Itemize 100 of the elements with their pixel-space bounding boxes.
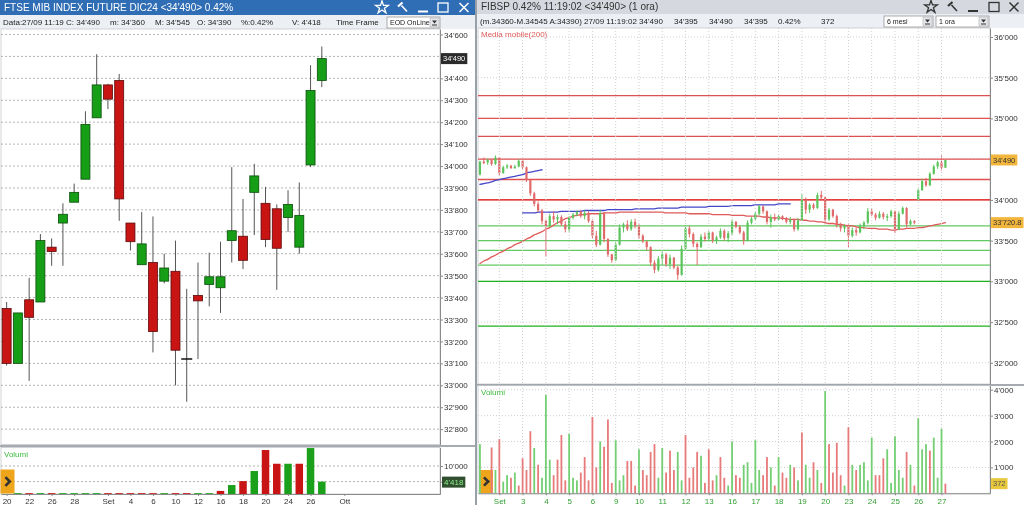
text: Volumi: [481, 387, 506, 397]
x-tick-label: 12: [194, 497, 204, 505]
y-tick-label: 32'800: [444, 425, 469, 435]
candlestick: [69, 183, 80, 203]
chart-title: FTSE MIB INDEX FUTURE DIC24 <34'490> 0.42%: [4, 2, 234, 13]
text: Time Frame: [336, 18, 380, 27]
x-tick-label: 18: [239, 497, 249, 505]
candlestick: [193, 262, 203, 360]
y-tick-label: 1'000: [994, 463, 1014, 473]
candlestick: [591, 218, 594, 240]
candlestick: [316, 46, 327, 88]
x-tick-label: 11: [658, 497, 668, 505]
x-tick-label: 13: [704, 497, 715, 505]
y-tick-label: 4'000: [994, 385, 1014, 395]
x-tick-label: 10: [635, 497, 645, 505]
y-tick-label: 33'900: [444, 184, 469, 194]
x-tick-label: 9: [613, 497, 619, 505]
y-tick-label: 33'300: [444, 315, 469, 325]
y-tick-label: 34'600: [444, 30, 469, 40]
y-tick-label: 34'100: [444, 140, 469, 150]
candlestick: [575, 209, 579, 217]
candlestick: [24, 277, 35, 382]
x-tick-label: 25: [891, 497, 901, 505]
x-tick-label: 4: [544, 497, 550, 505]
x-tick-label: 23: [844, 497, 854, 505]
line-series: [479, 169, 543, 186]
y-tick-label: 34'200: [444, 118, 469, 128]
y-tick-label: 34'400: [444, 74, 469, 84]
y-tick-label: 32'500: [994, 318, 1019, 328]
bar: [273, 463, 281, 494]
x-tick-label: 17: [751, 497, 761, 505]
x-tick-label: 3: [520, 497, 526, 505]
y-tick-label: 34'000: [444, 162, 469, 172]
y-tick-label: 35'000: [994, 114, 1019, 124]
y-tick-label: 3'000: [994, 411, 1014, 421]
y-tick-label: 2'000: [994, 437, 1014, 447]
y-tick-label: 33'800: [444, 205, 469, 215]
y-tick-label: 33'000: [994, 277, 1019, 287]
x-tick-label: 20: [261, 497, 272, 505]
bar: [284, 463, 292, 494]
x-tick-label: 10: [171, 497, 181, 505]
candlestick: [249, 163, 260, 236]
y-tick-label: 35'500: [994, 73, 1019, 83]
candlestick: [58, 202, 68, 267]
y-tick-label: 10'000: [444, 462, 469, 472]
x-tick-label: 28: [70, 497, 80, 505]
y-tick-label: 33'600: [444, 249, 469, 259]
y-tick-label: 33'200: [444, 337, 469, 347]
y-tick-label: 32'900: [444, 403, 469, 413]
text: Volumi: [4, 449, 29, 459]
bar: [250, 471, 259, 494]
bar: [318, 481, 326, 494]
x-tick-label: 26: [306, 497, 317, 505]
candlestick: [159, 253, 170, 284]
x-tick-label: 16: [216, 497, 226, 505]
x-tick-label: 5: [567, 497, 573, 505]
x-tick-label: 6: [151, 497, 157, 505]
x-tick-label: 20: [2, 497, 13, 505]
x-tick-label: 26: [47, 497, 58, 505]
bar: [239, 481, 247, 494]
candlestick: [226, 166, 237, 264]
y-tick-label: 33'000: [444, 381, 469, 391]
x-tick-label: Set: [102, 497, 116, 505]
x-tick-label: 4: [128, 497, 134, 505]
chart-title: FIBSP 0.42% 11:19:02 <34'490> (1 ora): [481, 1, 659, 12]
x-tick-label: Ott: [339, 497, 351, 505]
y-tick-label: 33'500: [994, 236, 1019, 246]
x-tick-label: 27: [937, 497, 948, 505]
x-tick-label: 24: [284, 497, 294, 505]
y-tick-label: 4'418: [444, 477, 464, 487]
y-tick-label: 33'100: [444, 359, 469, 369]
bar: [261, 450, 270, 494]
y-tick-label: 33'700: [444, 227, 469, 237]
x-tick-label: 18: [774, 497, 785, 505]
y-tick-label: 36'000: [994, 33, 1019, 43]
y-tick-label: 32'000: [994, 358, 1019, 368]
text: Data:27/09 11:19 C: 34'490 m: 34'360 M: 34'545 O: 34'390 %:0.42% V: 4'418: [3, 18, 321, 27]
y-tick-label: 34'300: [444, 96, 469, 106]
x-tick-label: 22: [25, 497, 35, 505]
candlestick: [649, 245, 652, 267]
candlestick: [46, 237, 57, 267]
text: (m.34360-M.34545 A:34390) 27/09 11:19:02 34'490 34'395 34'490 34'395 0.42% 372: [480, 17, 835, 26]
y-tick-label: 34'000: [994, 195, 1019, 205]
line-series: [521, 203, 791, 214]
x-tick-label: 16: [728, 497, 738, 505]
x-tick-label: 24: [867, 497, 878, 505]
x-tick-label: Set: [493, 497, 507, 505]
x-tick-label: 26: [914, 497, 924, 505]
x-tick-label: 20: [821, 497, 831, 505]
bar: [216, 490, 225, 494]
bar: [228, 485, 236, 494]
y-tick-label: 33'400: [444, 293, 469, 303]
x-tick-label: 6: [590, 497, 596, 505]
candlestick: [136, 211, 147, 266]
text: Media mobile(200): [481, 30, 548, 39]
bar: [295, 463, 304, 494]
candlestick: [125, 222, 136, 251]
candlestick: [181, 288, 193, 403]
bar: [306, 448, 315, 494]
x-tick-label: 12: [681, 497, 692, 505]
